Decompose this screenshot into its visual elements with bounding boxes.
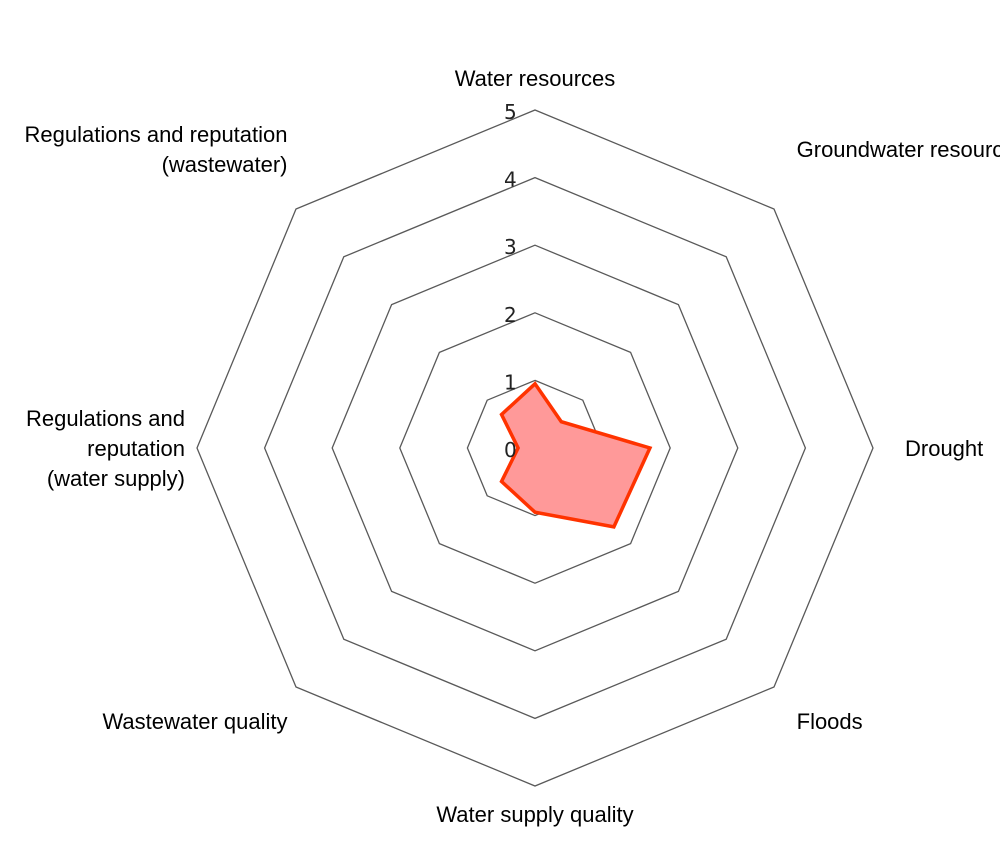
category-label-line: Regulations and reputation [25,122,288,147]
category-label-line: Drought [905,436,983,461]
category-label-4: Water supply quality [436,802,633,827]
grid-ring-5 [196,109,874,787]
category-label-line: Water resources [455,66,616,91]
category-label-1: Groundwater resources [797,137,1000,162]
category-label-7: Regulations and reputation (wastewater) [25,122,288,177]
category-label-line: reputation [87,436,185,461]
category-label-line: Wastewater quality [102,709,287,734]
category-label-2: Drought [905,436,983,461]
grid-ring-4 [263,176,807,720]
grid-ring-3 [331,244,739,652]
tick-layer: 0 1 2 3 4 5 [504,100,517,462]
category-label-line: Groundwater resources [797,137,1000,162]
category-label-6: Regulations and reputation (water supply) [26,406,185,491]
grid-ring-1 [466,379,604,517]
tick-label-2: 2 [504,303,517,327]
tick-label-4: 4 [504,168,517,192]
grid-ring-2 [399,312,671,584]
tick-label-3: 3 [504,235,517,259]
tick-label-1: 1 [504,370,517,394]
category-label-line: Floods [797,709,863,734]
data-series-0 [499,381,653,529]
grid-layer [196,109,874,787]
category-label-3: Floods [797,709,863,734]
label-layer: Water resources Groundwater resources Drou… [25,66,1000,827]
tick-label-0: 0 [504,438,517,462]
category-label-5: Wastewater quality [102,709,287,734]
tick-label-5: 5 [504,100,517,124]
category-label-line: (wastewater) [162,152,288,177]
category-label-0: Water resources [455,66,616,91]
category-label-line: (water supply) [47,466,185,491]
category-label-line: Regulations and [26,406,185,431]
data-layer [499,381,653,529]
category-label-line: Water supply quality [436,802,633,827]
